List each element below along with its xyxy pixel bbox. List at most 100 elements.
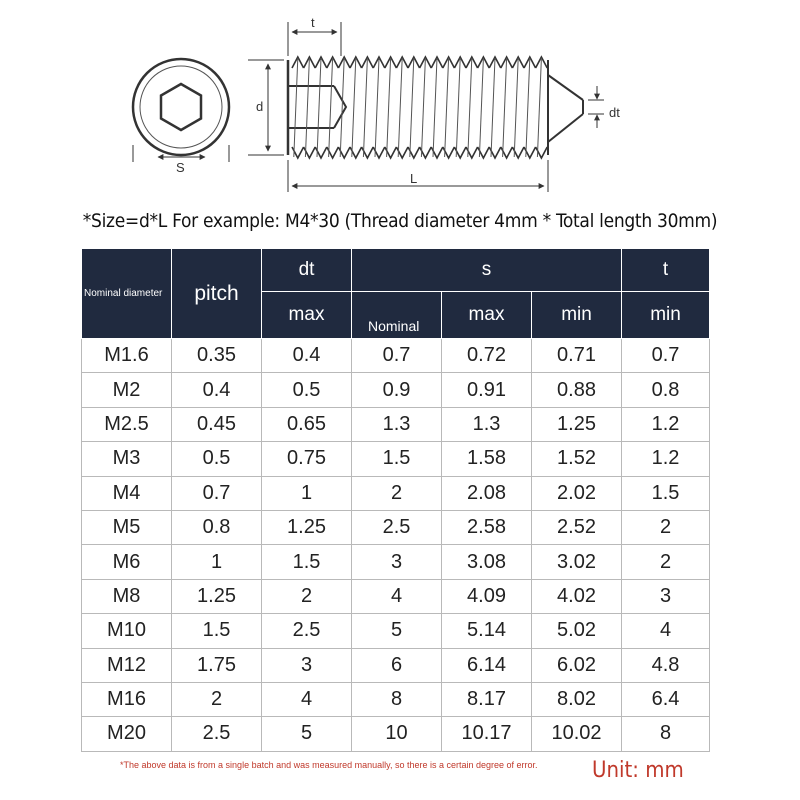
table-cell: M8 <box>81 578 172 615</box>
table-cell: 2 <box>621 544 710 580</box>
table-row: M1.6 0.35 0.4 0.7 0.72 0.71 0.7 <box>81 337 710 374</box>
table-row: M4 0.7 1 2 2.08 2.02 1.5 <box>81 475 710 511</box>
table-cell: 2.5 <box>351 509 442 546</box>
table-cell: M4 <box>81 475 172 511</box>
table-cell: 3 <box>261 647 352 683</box>
header-s-max: max <box>441 291 532 339</box>
table-cell: 4.09 <box>441 578 532 615</box>
table-cell: M10 <box>81 613 172 649</box>
dimension-d <box>248 59 284 156</box>
table-cell: 2 <box>171 681 262 718</box>
thread-line <box>409 57 415 158</box>
screw-side-view <box>286 55 584 160</box>
table-cell: 0.4 <box>171 372 262 408</box>
table-cell: 5.02 <box>531 613 622 649</box>
table-cell: 3 <box>621 578 710 615</box>
table-cell: 0.91 <box>441 372 532 408</box>
table-cell: 0.8 <box>171 509 262 546</box>
thread-crest-top <box>372 55 386 69</box>
header-s-min: min <box>531 291 622 339</box>
table-cell: 1.5 <box>621 475 710 511</box>
end-view <box>131 57 231 162</box>
thread-line <box>444 57 450 158</box>
table-cell: 3.02 <box>531 544 622 580</box>
table-cell: 0.75 <box>261 441 352 477</box>
table-cell: 10.17 <box>441 716 532 752</box>
table-cell: 1.52 <box>531 441 622 477</box>
thread-line <box>316 57 322 158</box>
thread-line <box>293 57 299 158</box>
thread-line <box>502 57 508 158</box>
table-cell: 0.8 <box>621 372 710 408</box>
header-row-2: max Nominal max min min <box>82 291 710 339</box>
table-cell: 0.7 <box>621 337 710 374</box>
label-l: L <box>410 171 417 186</box>
thread-crest-top <box>360 55 374 69</box>
header-t: t <box>621 248 710 292</box>
thread-crest-top <box>418 55 432 69</box>
thread-line <box>420 57 426 158</box>
table-cell: 1.5 <box>171 613 262 649</box>
header-nominal-diameter: Nominal diameter <box>81 248 172 339</box>
header-s-nominal: Nominal <box>351 291 442 339</box>
thread-crest-top <box>384 55 398 69</box>
measurement-note: *The above data is from a single batch a… <box>120 760 538 770</box>
dimension-dt <box>588 86 604 128</box>
table-cell: 0.7 <box>171 475 262 511</box>
table-cell: M12 <box>81 647 172 683</box>
thread-crest-top <box>337 55 351 69</box>
thread-line <box>525 57 531 158</box>
table-cell: 5 <box>351 613 442 649</box>
thread-crest-top <box>326 55 340 69</box>
thread-crest-top <box>442 55 456 69</box>
table-row: M16 2 4 8 8.17 8.02 6.4 <box>81 681 710 718</box>
dimension-t <box>287 22 342 56</box>
thread-line <box>362 57 368 158</box>
table-cell: 4 <box>351 578 442 615</box>
thread-line <box>328 57 334 158</box>
thread-crest-top <box>453 55 467 69</box>
header-s: s <box>351 248 622 292</box>
table-cell: 0.5 <box>261 372 352 408</box>
table-cell: M5 <box>81 509 172 546</box>
table-cell: 2.08 <box>441 475 532 511</box>
thread-crest-top <box>430 55 444 69</box>
table-cell: 4 <box>261 681 352 718</box>
label-dt: dt <box>609 105 620 120</box>
size-caption: *Size=d*L For example: M4*30 (Thread dia… <box>82 210 718 232</box>
table-cell: 2 <box>621 509 710 546</box>
table-cell: 4.02 <box>531 578 622 615</box>
table-cell: M16 <box>81 681 172 718</box>
table-cell: 0.45 <box>171 406 262 443</box>
table-cell: 4 <box>621 613 710 649</box>
thread-crest-top <box>314 55 328 69</box>
table-cell: 1.3 <box>351 406 442 443</box>
thread-crest-top <box>407 55 421 69</box>
thread-crest-top <box>302 55 316 69</box>
table-cell: 8.17 <box>441 681 532 718</box>
table-cell: 6.14 <box>441 647 532 683</box>
table-cell: 0.9 <box>351 372 442 408</box>
header-pitch: pitch <box>171 248 262 339</box>
thread-line <box>374 57 380 158</box>
thread-line <box>397 57 403 158</box>
table-cell: 6.4 <box>621 681 710 718</box>
thread-crest-top <box>349 55 363 69</box>
thread-crest-top <box>465 55 479 69</box>
table-body: M1.6 0.35 0.4 0.7 0.72 0.71 0.7 M2 0.4 0.5 0.9 0.91… <box>81 337 710 752</box>
table-cell: M2 <box>81 372 172 408</box>
header-dt: dt <box>261 248 352 292</box>
table-row: M12 1.75 3 6 6.14 6.02 4.8 <box>81 647 710 683</box>
table-cell: 1.75 <box>171 647 262 683</box>
table-cell: 3 <box>351 544 442 580</box>
thread-crest-top <box>523 55 537 69</box>
table-cell: 6 <box>351 647 442 683</box>
table-row: M6 1 1.5 3 3.08 3.02 2 <box>81 544 710 580</box>
table-cell: 1.5 <box>351 441 442 477</box>
thread-line <box>478 57 484 158</box>
unit-label: Unit: mm <box>592 758 684 783</box>
table-cell: 1.5 <box>261 544 352 580</box>
table-row: M5 0.8 1.25 2.5 2.58 2.52 2 <box>81 509 710 546</box>
table-cell: M6 <box>81 544 172 580</box>
table-cell: 4.8 <box>621 647 710 683</box>
